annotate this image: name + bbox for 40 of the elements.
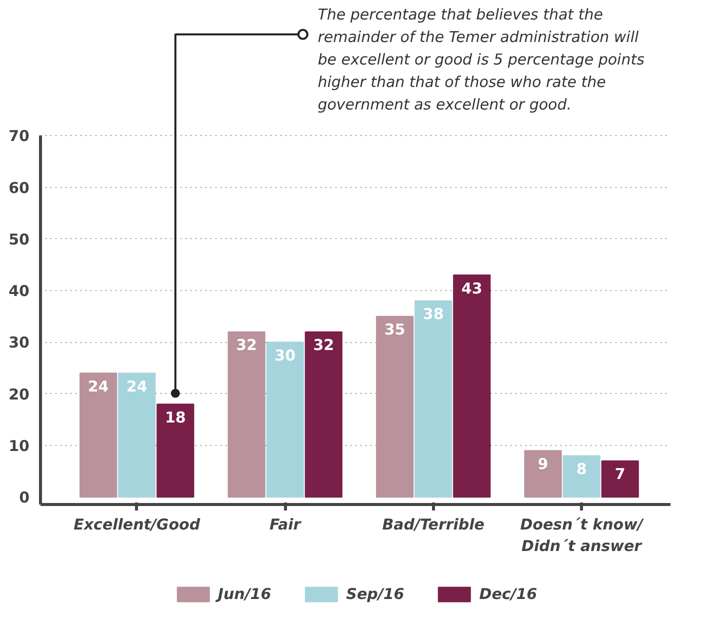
y-tick-label: 40: [8, 282, 30, 300]
bar: [80, 372, 118, 498]
y-tick-label: 70: [8, 127, 30, 146]
y-tick-label: 10: [8, 436, 30, 455]
x-tick-label: Fair: [269, 515, 302, 534]
bar: [562, 455, 600, 498]
data-label: 38: [422, 305, 444, 324]
y-tick-label: 50: [8, 230, 30, 248]
y-tick-label: 20: [8, 385, 30, 404]
data-label: 9: [538, 454, 548, 473]
data-label: 18: [164, 408, 186, 426]
bar: [414, 300, 452, 498]
bar: [228, 331, 266, 498]
data-label: 7: [614, 465, 626, 484]
bar: [266, 342, 304, 498]
bar: [453, 274, 491, 498]
data-label: 30: [274, 346, 296, 364]
data-label: 24: [126, 377, 148, 396]
bar: [156, 404, 194, 498]
data-label: 32: [236, 336, 257, 354]
data-label: 35: [384, 320, 406, 339]
legend-label: Sep/16: [346, 585, 404, 603]
legend-label: Dec/16: [479, 585, 538, 603]
x-tick-label: Excellent/Good: [74, 515, 200, 534]
y-tick-label: 30: [8, 334, 30, 352]
x-tick-label: Bad/Terrible: [382, 515, 484, 534]
data-label: 32: [313, 336, 334, 354]
data-label: 24: [88, 377, 109, 396]
bar: [304, 331, 342, 498]
x-tick-label: Doesn´t know/ Didn´t answer: [520, 515, 644, 555]
data-label: 43: [461, 279, 482, 298]
y-tick-label: 60: [8, 178, 30, 197]
bar: [524, 450, 562, 498]
data-label: 8: [576, 460, 587, 478]
y-tick-label: 0: [19, 488, 30, 507]
bar: [118, 372, 156, 498]
legend-label: Jun/16: [218, 585, 272, 603]
text: The percentage that believes that the remainder of the Temer administration will be excellent or good is 5 percentage points higher than that of those who rate the government as excellent or good.: [318, 6, 645, 114]
bar: [376, 316, 414, 498]
bar: [601, 460, 639, 498]
